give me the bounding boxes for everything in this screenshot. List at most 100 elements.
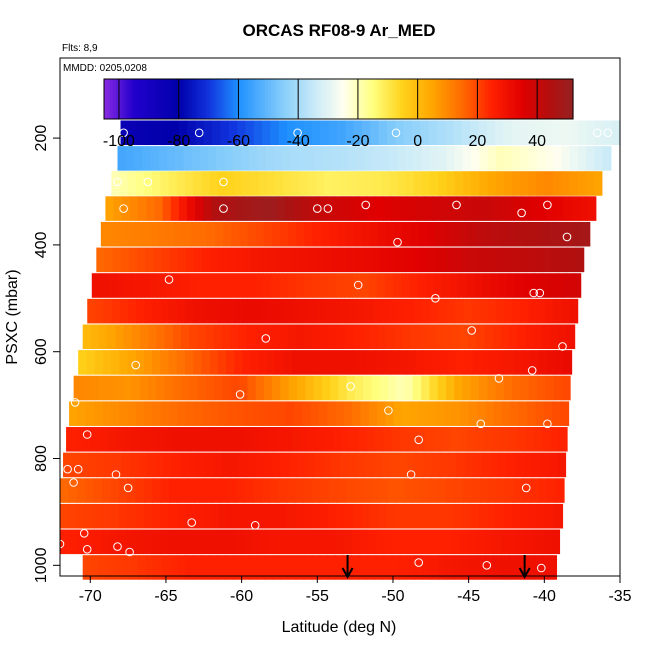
heat-cell	[344, 503, 354, 529]
heat-cell	[93, 529, 103, 555]
heat-cell	[328, 120, 338, 146]
heat-cell	[135, 350, 145, 375]
heat-cell	[252, 401, 262, 426]
heat-cell	[222, 452, 232, 478]
heat-cell	[353, 503, 363, 529]
heat-cell	[528, 503, 538, 529]
heat-cell	[99, 427, 109, 452]
heat-cell	[297, 452, 307, 478]
heat-cell	[300, 350, 310, 375]
heat-cell	[388, 146, 398, 171]
heat-cell	[430, 298, 440, 324]
heat-cell	[291, 171, 301, 196]
heat-cell	[60, 503, 69, 529]
heat-cell	[547, 478, 557, 503]
heat-cell	[220, 120, 230, 146]
colorbar-cell	[435, 79, 439, 119]
heat-cell	[255, 221, 265, 247]
heat-cell	[127, 350, 137, 375]
heat-cell	[209, 298, 219, 324]
heat-cell	[318, 529, 327, 555]
heat-cell	[413, 146, 423, 171]
heat-cell	[257, 146, 267, 171]
colorbar-cell	[526, 79, 530, 119]
heat-cell	[368, 401, 378, 426]
heat-cell	[139, 375, 149, 401]
heat-cell	[119, 350, 129, 375]
heat-cell	[128, 298, 137, 324]
heat-cell	[327, 555, 336, 580]
heat-cell	[205, 324, 215, 350]
heat-cell	[411, 120, 421, 146]
heat-cell	[84, 529, 94, 555]
heat-cell	[249, 146, 258, 171]
heat-cell	[286, 478, 296, 503]
heat-cell	[460, 401, 470, 426]
heat-cell	[103, 298, 113, 324]
heat-cell	[471, 478, 481, 503]
heat-cell	[545, 146, 554, 171]
heat-cell	[170, 120, 180, 146]
heat-cell	[418, 324, 428, 350]
heat-cell	[130, 555, 139, 580]
heat-cell	[209, 529, 219, 555]
heat-cell	[496, 478, 506, 503]
heat-cell	[499, 273, 508, 298]
heat-cell	[508, 427, 518, 452]
heat-cell	[128, 247, 138, 273]
heat-cell	[274, 171, 284, 196]
heat-cell	[578, 120, 588, 146]
heat-cell	[472, 350, 482, 375]
heat-cell	[426, 221, 436, 247]
heat-cell	[428, 503, 438, 529]
heat-cell	[435, 401, 445, 426]
heat-cell	[403, 120, 413, 146]
heat-cell	[512, 375, 522, 401]
heat-cell	[210, 247, 219, 273]
colorbar-cell	[106, 79, 111, 119]
heat-cell	[404, 247, 414, 273]
heat-cell	[467, 529, 477, 555]
heat-cell	[112, 247, 122, 273]
heat-cell	[328, 273, 337, 298]
heat-cell	[211, 478, 221, 503]
heat-cell	[128, 120, 138, 146]
heat-cell	[98, 375, 108, 401]
heat-cell	[320, 478, 330, 503]
heat-cell	[336, 273, 345, 298]
heat-cell	[180, 452, 190, 478]
heat-cell	[497, 196, 507, 221]
heat-cell	[561, 298, 571, 324]
heat-cell	[201, 350, 211, 375]
heat-cell	[275, 247, 284, 273]
heat-cell	[226, 298, 235, 324]
heat-cell	[377, 324, 387, 350]
heat-cell	[205, 452, 215, 478]
colorbar-cell	[124, 79, 129, 119]
colorbar-cell	[373, 79, 378, 119]
colorbar-cell	[250, 79, 255, 119]
heat-cell	[434, 529, 444, 555]
heat-cell	[359, 529, 369, 555]
heat-cell	[421, 247, 430, 273]
heat-cell	[523, 452, 533, 478]
heat-cell	[450, 427, 460, 452]
heat-cell	[335, 401, 345, 426]
sample-point	[78, 276, 87, 286]
heat-cell	[464, 350, 474, 375]
heat-cell	[503, 171, 513, 196]
heat-cell	[586, 146, 596, 171]
heat-cell	[177, 298, 186, 324]
heat-cell	[538, 478, 548, 503]
heat-cell	[334, 196, 344, 221]
colorbar-cell	[294, 79, 299, 119]
layer-620	[78, 350, 573, 375]
heat-cell	[117, 146, 127, 171]
heat-cell	[74, 427, 84, 452]
heat-cell	[296, 221, 306, 247]
heat-cell	[271, 273, 280, 298]
heat-cell	[219, 478, 229, 503]
heat-cell	[280, 221, 289, 247]
heat-cell	[520, 298, 530, 324]
colorbar-cell	[200, 79, 205, 119]
